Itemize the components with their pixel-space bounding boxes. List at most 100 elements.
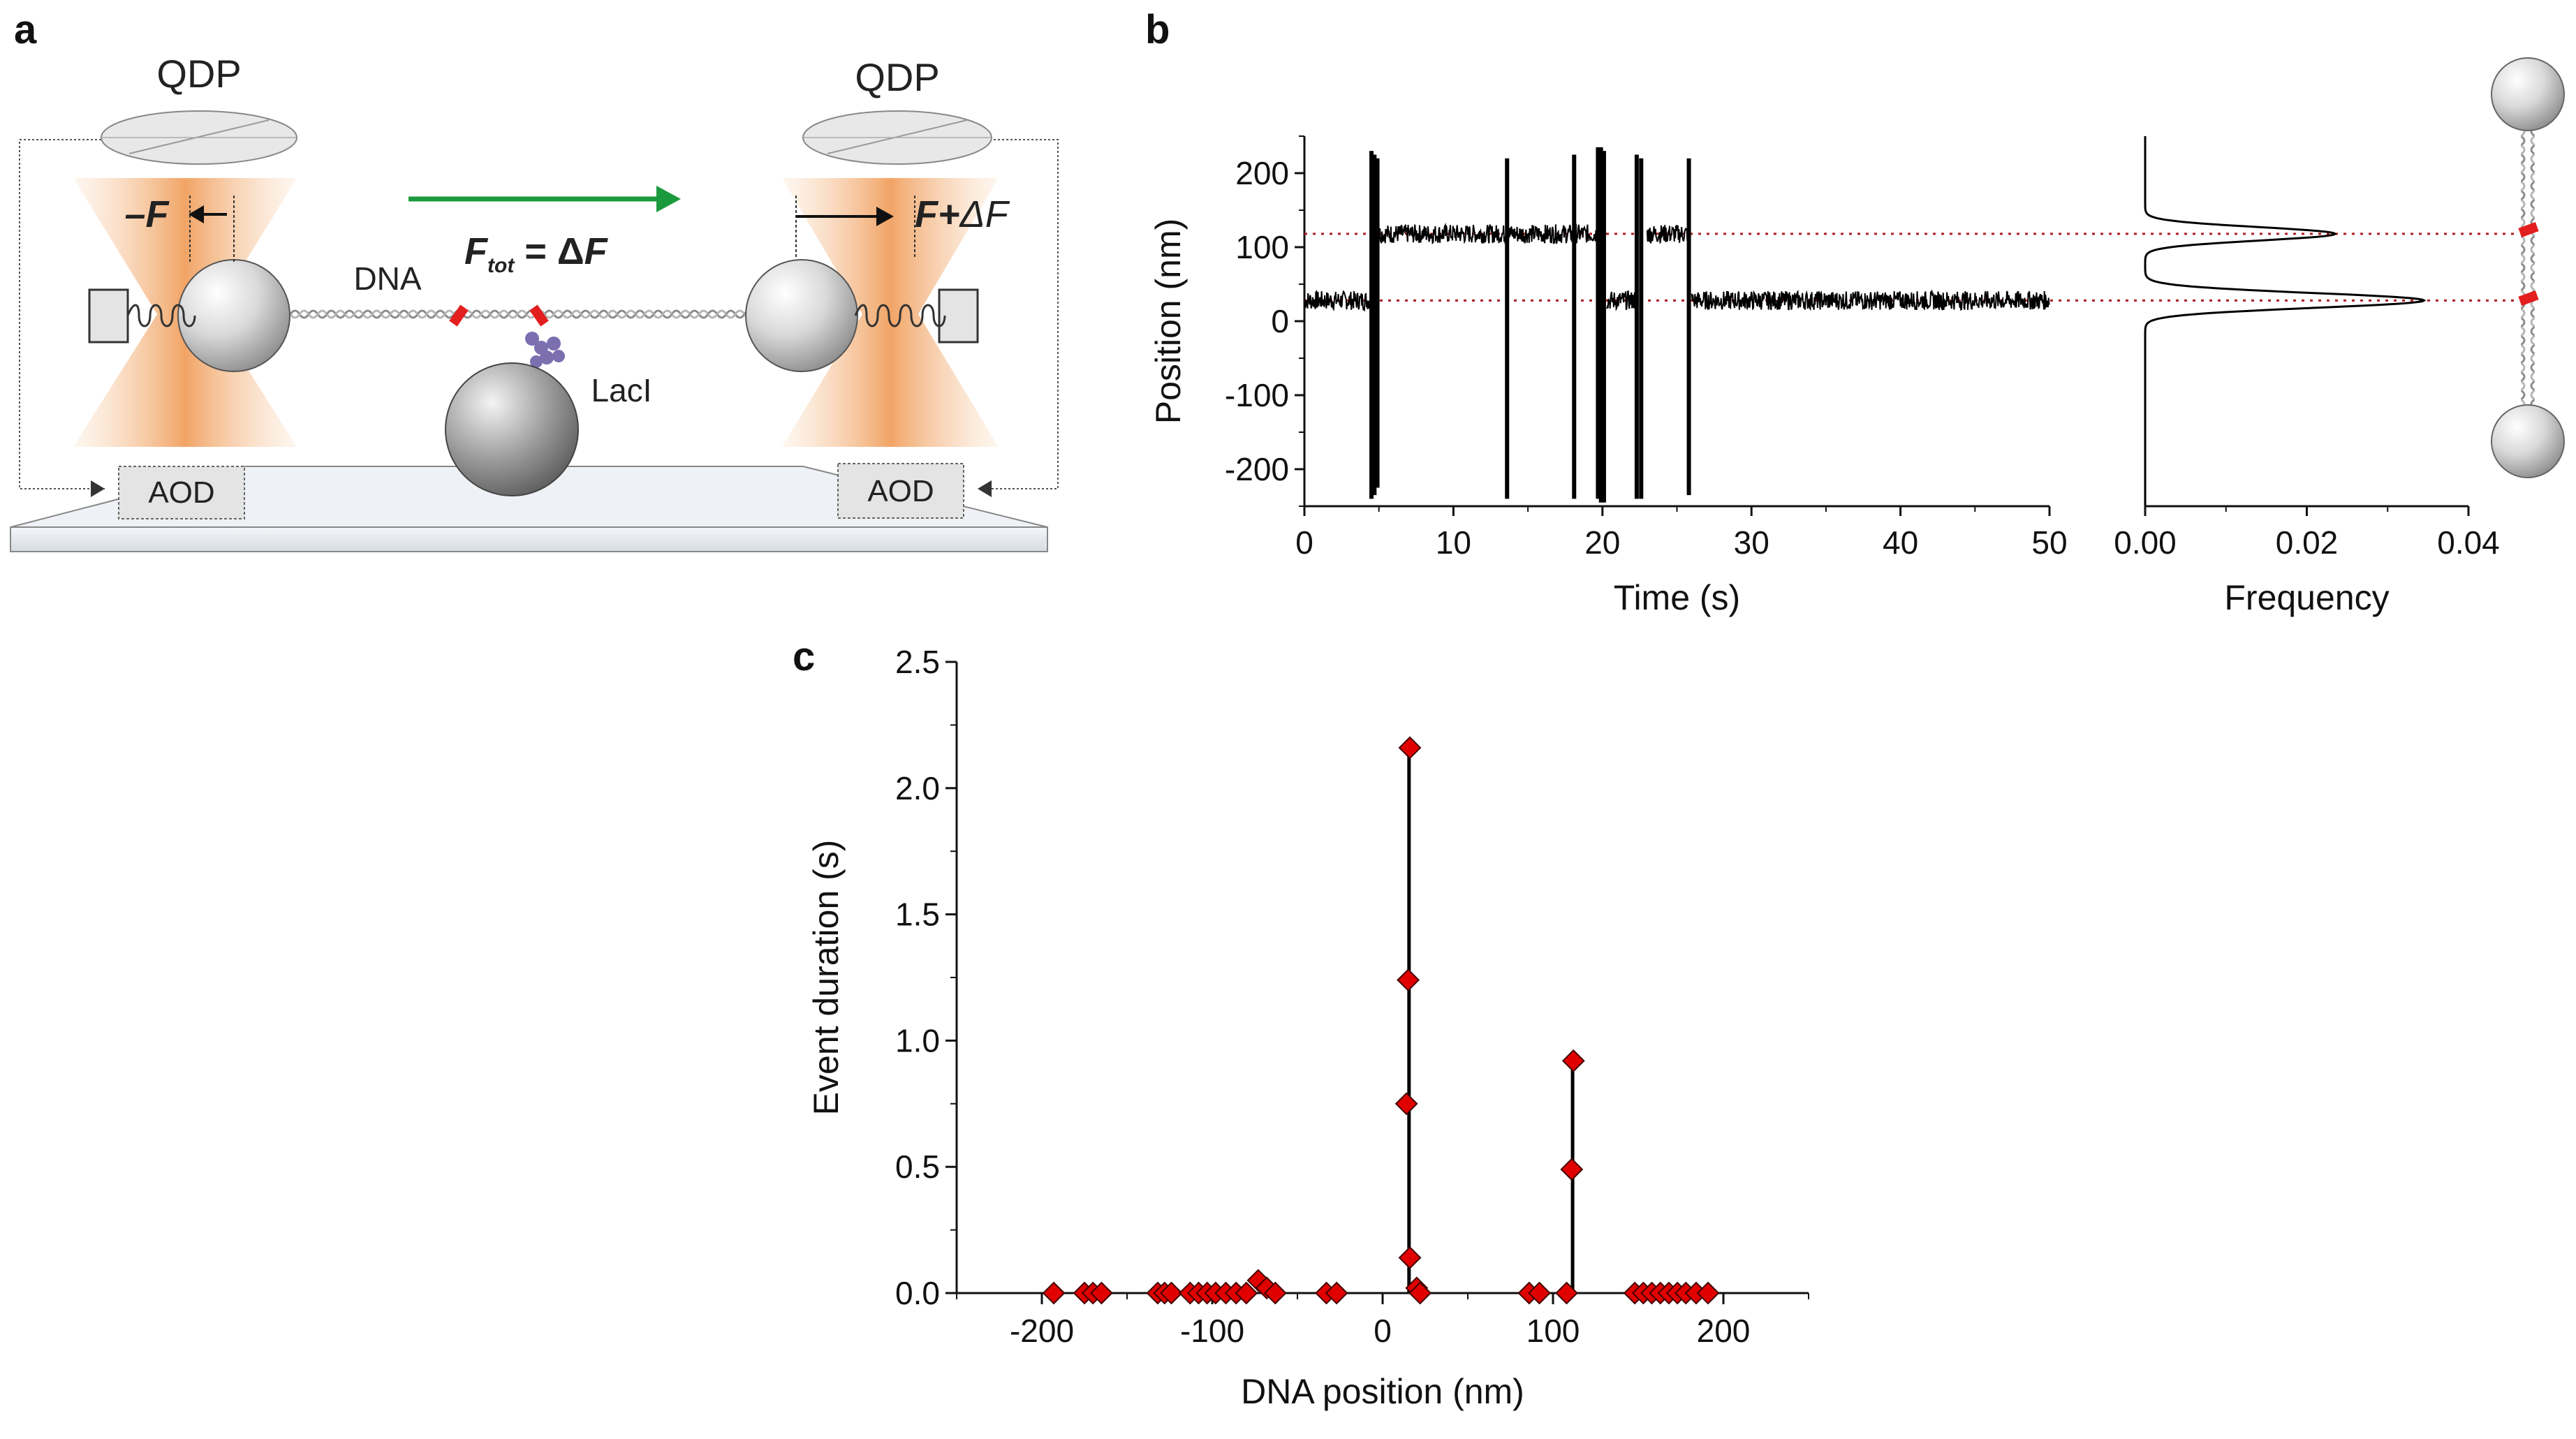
- trace-segment: [1691, 289, 2050, 311]
- data-point-marker: [1561, 1049, 1585, 1072]
- trace-segment: [1378, 222, 1598, 245]
- operator-site-1: [449, 304, 469, 327]
- force-right-label: F+ΔF: [915, 193, 1010, 235]
- panel-a-schematic: a AOD AOD QDP Q: [10, 7, 1059, 552]
- operator-site-2: [529, 304, 549, 327]
- data-point-marker: [1398, 736, 1422, 760]
- data-point-marker: [1042, 1281, 1066, 1305]
- data-point-marker: [1398, 1246, 1422, 1269]
- hist-x-tick-label: 0.04: [2437, 524, 2500, 561]
- trace-spike: [1634, 154, 1639, 499]
- trace-x-tick-label: 40: [1883, 524, 1918, 561]
- cartoon-site-1: [2518, 221, 2539, 238]
- trace-segment: [1304, 290, 1371, 313]
- trace-spike: [1598, 147, 1603, 503]
- trace-spike: [1372, 154, 1377, 496]
- trace-segment: [1606, 290, 1637, 311]
- panel-letter-a: a: [14, 7, 37, 52]
- trace-x-tick-label: 50: [2031, 524, 2067, 561]
- panel-letter-b: b: [1145, 7, 1170, 52]
- dna-label: DNA: [353, 260, 421, 297]
- trace-spike: [1639, 158, 1644, 499]
- scatter-x-tick-label: 100: [1526, 1313, 1580, 1349]
- aod-box-right: AOD: [837, 463, 964, 519]
- scatter-y-tick-label: 2.5: [895, 644, 940, 680]
- data-point-marker: [1235, 1281, 1258, 1305]
- panel-b-trace: b 0 10 20 30 40 50 -200 -100 0 100 200 Time (s) Posi…: [1145, 7, 2565, 617]
- trace-y-axis-label: Position (nm): [1149, 219, 1188, 425]
- feedback-arrow-right-icon: [978, 480, 992, 497]
- scatter-x-tick-label: 200: [1697, 1313, 1751, 1349]
- data-point-marker: [1325, 1281, 1348, 1305]
- trace-spike: [1572, 154, 1577, 499]
- scatter-x-tick-label: 0: [1374, 1313, 1392, 1349]
- data-point-marker: [1089, 1281, 1113, 1305]
- trace-y-tick-label: 100: [1235, 229, 1289, 265]
- trace-x-tick-label: 10: [1436, 524, 1471, 561]
- trace-y-tick-label: -100: [1225, 377, 1289, 413]
- trace-y-tick-label: -200: [1225, 451, 1289, 487]
- panel-letter-c: c: [793, 634, 815, 679]
- trace-spike: [1601, 151, 1606, 503]
- data-point-marker: [1555, 1281, 1578, 1305]
- scatter-y-tick-label: 1.5: [895, 896, 940, 933]
- scatter-x-axis-label: DNA position (nm): [1241, 1372, 1524, 1411]
- trace-x-axis-label: Time (s): [1614, 578, 1740, 617]
- laci-protein: [525, 332, 565, 368]
- hist-x-axis-label: Frequency: [2224, 578, 2389, 617]
- scatter-y-tick-label: 0.0: [895, 1275, 940, 1311]
- spring-right: [854, 304, 946, 327]
- hist-x-tick-label: 0.00: [2114, 524, 2177, 561]
- data-point-marker: [1397, 968, 1420, 992]
- svg-text:AOD: AOD: [867, 474, 934, 508]
- laci-label: LacI: [591, 372, 652, 408]
- hist-curve: [2144, 136, 2427, 506]
- qdp-left: QDP: [101, 52, 297, 165]
- hist-x-tick-label: 0.02: [2276, 524, 2339, 561]
- ftot-label: Ftot = ΔF: [464, 230, 609, 277]
- qdp-right: QDP: [802, 55, 992, 165]
- trace-spike: [1505, 158, 1510, 499]
- trace-x-tick-label: 30: [1734, 524, 1769, 561]
- trapped-bead-right: [745, 259, 858, 372]
- data-point-marker: [1408, 1281, 1432, 1305]
- svg-text:QDP: QDP: [156, 52, 241, 96]
- cartoon-bead-bottom: [2491, 404, 2565, 478]
- sample-stage: [10, 526, 1048, 552]
- feedback-wire-left: [19, 139, 105, 489]
- trace-y-tick-label: 0: [1271, 303, 1289, 339]
- vertical-dna-cartoon: [2491, 57, 2565, 478]
- trace-x-tick-label: 20: [1584, 524, 1620, 561]
- trace-spike: [1686, 158, 1691, 496]
- data-point-marker: [1528, 1281, 1551, 1305]
- histogram-chart: 0.00 0.02 0.04 Frequency: [2114, 136, 2500, 617]
- spring-left: [126, 304, 196, 327]
- trace-spike: [1375, 158, 1380, 488]
- cartoon-site-2: [2518, 290, 2539, 307]
- force-left-label: –F: [124, 193, 170, 235]
- scatter-y-axis-label: Event duration (s): [807, 840, 846, 1116]
- feedback-arrow-left-icon: [91, 480, 105, 497]
- data-point-marker: [1696, 1281, 1720, 1305]
- data-point-marker: [1394, 1092, 1418, 1116]
- scatter-chart: -200 -100 0 100 200 0.0 0.5 1.0 1.5 2.0 2.5 DNA pos…: [807, 644, 1809, 1411]
- surface-bead: [445, 362, 579, 496]
- scatter-x-tick-label: -200: [1010, 1313, 1074, 1349]
- data-point-marker: [1560, 1158, 1584, 1181]
- trace-chart: 0 10 20 30 40 50 -200 -100 0 100 200 Time (s) Positi…: [1149, 135, 2514, 617]
- dna-strand: [286, 307, 761, 321]
- trace-y-tick-label: 200: [1235, 155, 1289, 191]
- trace-segment: [1646, 225, 1688, 244]
- svg-text:AOD: AOD: [148, 475, 214, 510]
- scatter-y-tick-label: 2.0: [895, 770, 940, 806]
- panel-c-scatter: c -200 -100 0 100 200 0.0 0.5 1.0 1.5 2.0 2.5 DNA p…: [793, 634, 1809, 1411]
- svg-text:QDP: QDP: [855, 55, 939, 99]
- wall-left: [88, 288, 129, 344]
- trace-x-tick-label: 0: [1295, 524, 1313, 561]
- scatter-x-tick-label: -100: [1180, 1313, 1244, 1349]
- trace-spike: [1369, 151, 1374, 499]
- data-point-marker: [1160, 1281, 1183, 1305]
- trace-spike: [1596, 147, 1600, 499]
- cartoon-bead-top: [2491, 57, 2565, 131]
